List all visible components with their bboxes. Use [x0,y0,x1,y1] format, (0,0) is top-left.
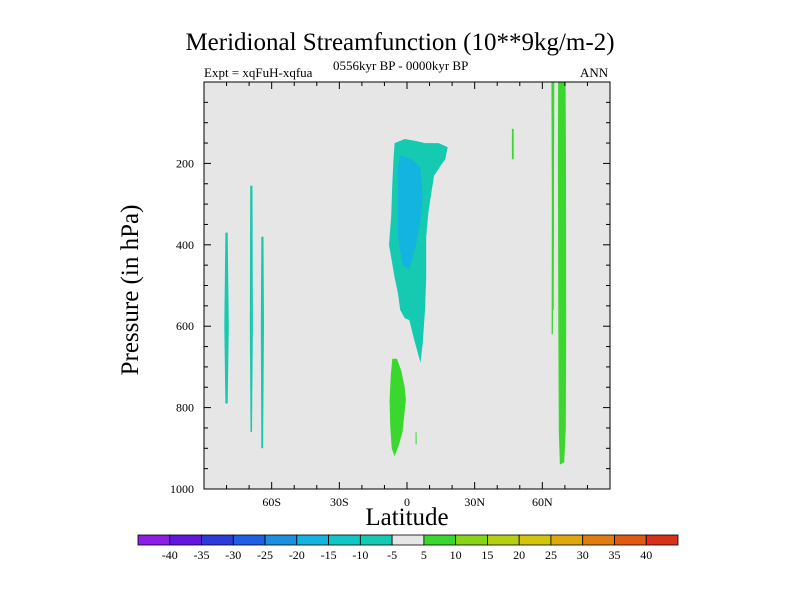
region-green-speck-2 [511,128,514,160]
y-tick-label: 800 [176,401,194,415]
colorbar-box [582,534,615,546]
time-range-label: 0556kyr BP - 0000kyr BP [333,58,469,73]
region-northern-cyan-edge [553,114,555,310]
colorbar-label: 35 [608,548,620,562]
colorbar-box [232,534,266,546]
colorbar-box [487,534,520,546]
y-tick-label: 400 [176,238,194,252]
colorbar-label: 10 [450,548,462,562]
colorbar: -40 -35 -30 -25 -20 -15 -10 -5 5 10 15 20 25 30 35 40 [137,534,679,562]
x-tick-label: 0 [404,495,410,509]
colorbar-label: 40 [640,548,652,562]
region-cyan-strip-1 [224,232,229,404]
colorbar-box [550,534,584,546]
colorbar-box [391,534,425,546]
colorbar-box [296,534,329,546]
colorbar-box [423,534,457,546]
contour-regions [224,82,567,465]
colorbar-box [455,534,488,546]
colorbar-label: -10 [352,548,368,562]
x-axis-label: Latitude [365,504,449,531]
x-tick-label: 30S [330,495,349,509]
colorbar-label: 30 [577,548,589,562]
colorbar-label: -20 [289,548,305,562]
region-northern-green-band [557,82,567,465]
colorbar-box [614,534,647,546]
experiment-label: Expt = xqFuH-xqfua [204,65,313,80]
colorbar-label: -5 [387,548,397,562]
x-tick-label: 60N [532,495,553,509]
x-tick-label: 60S [262,495,281,509]
colorbar-box [328,534,361,546]
colorbar-label: 25 [545,548,557,562]
region-cyan-strip-2 [249,185,253,432]
colorbar-label: -40 [162,548,178,562]
colorbar-box [264,534,298,546]
colorbar-box [169,534,202,546]
colorbar-label: 5 [421,548,427,562]
colorbar-box [645,534,679,546]
colorbar-label: -15 [321,548,337,562]
axis-ticks: 60S 30S 0 30N 60N 200 400 600 800 1000 [170,82,610,509]
colorbar-box [359,534,393,546]
x-tick-label: 30N [464,495,485,509]
y-tick-label: 1000 [170,482,194,496]
region-equatorial-core [398,155,423,270]
colorbar-label: 20 [513,548,525,562]
region-cyan-strip-3 [260,236,264,449]
colorbar-box [137,534,171,546]
y-tick-label: 200 [176,156,194,170]
colorbar-label: -25 [257,548,273,562]
region-green-patch [389,358,406,457]
colorbar-box [518,534,552,546]
y-tick-label: 600 [176,319,194,333]
colorbar-label: -30 [225,548,241,562]
season-label: ANN [580,65,609,80]
colorbar-label: 15 [481,548,493,562]
colorbar-box [201,534,234,546]
region-green-speck-1 [415,432,417,445]
colorbar-label: -35 [194,548,210,562]
chart-title: Meridional Streamfunction (10**9kg/m-2) [185,29,615,56]
